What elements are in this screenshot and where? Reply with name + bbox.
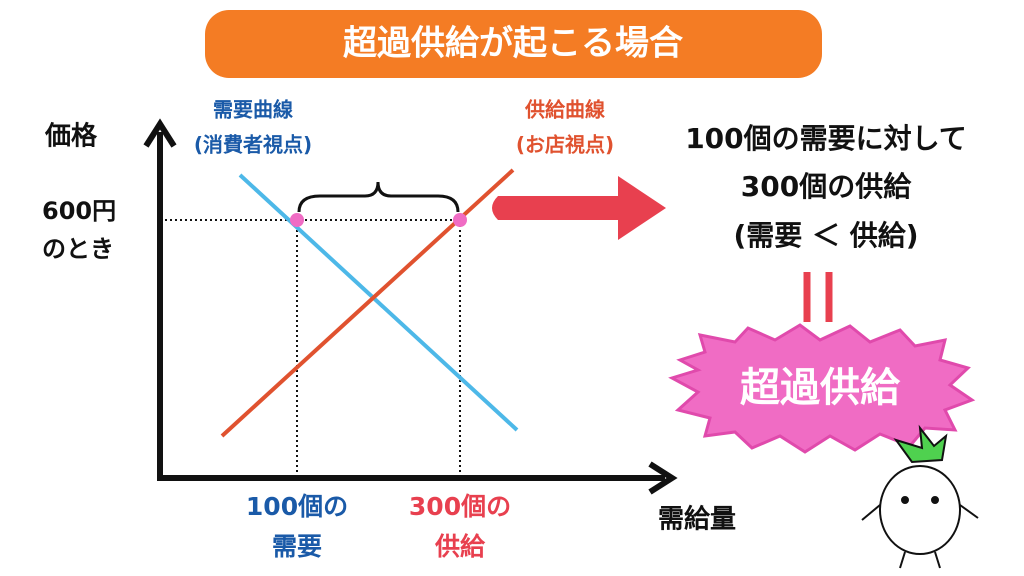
supply-label: (お店視点) — [516, 133, 614, 157]
brace — [297, 181, 460, 213]
price-label: のとき — [42, 235, 114, 263]
supply-curve — [220, 168, 515, 438]
explanation: (需要 ＜ 供給) — [733, 219, 918, 252]
guides — [165, 219, 461, 476]
quantity-label: 300個の — [409, 492, 511, 521]
result-burst — [668, 323, 976, 454]
supply-label: 供給曲線 — [524, 98, 605, 122]
demand-label: (消費者視点) — [194, 133, 312, 157]
point — [290, 213, 304, 227]
result: 超過供給 — [740, 365, 901, 411]
quantity-label: 需要 — [272, 532, 322, 561]
y-axis-label: 価格 — [44, 121, 98, 152]
arrow — [492, 176, 666, 240]
mascot — [861, 424, 979, 569]
explanation: 300個の供給 — [741, 170, 912, 203]
quantity-label: 100個の — [246, 492, 348, 521]
quantity-label: 供給 — [434, 532, 486, 561]
axes — [143, 118, 678, 495]
demand-label: 需要曲線 — [213, 98, 293, 122]
price-label: 600円 — [42, 197, 116, 225]
x-axis-label: 需給量 — [658, 504, 736, 535]
equals-sign — [803, 272, 833, 322]
demand-curve — [238, 173, 519, 432]
point — [453, 213, 467, 227]
title: 超過供給が起こる場合 — [343, 24, 683, 64]
title-banner — [205, 10, 822, 78]
explanation: 100個の需要に対して — [685, 122, 967, 155]
